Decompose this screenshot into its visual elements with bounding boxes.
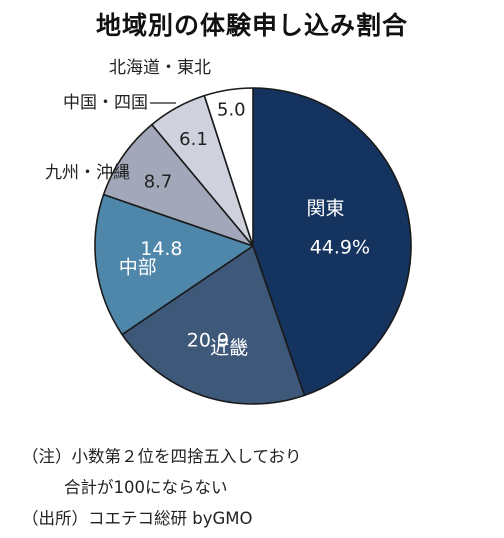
slice-label-3: 九州・沖縄 — [45, 163, 130, 183]
slice-label-1: 近畿 — [210, 337, 248, 359]
chart-title: 地域別の体験申し込み割合 — [95, 11, 408, 40]
footnote-line-2: 合計が100にならない — [64, 478, 228, 497]
pie-slice-5 — [203, 87, 254, 247]
slice-label-2: 中部 — [119, 257, 157, 279]
slice-value-2: 14.8 — [140, 238, 182, 260]
slice-label-0: 関東 — [306, 197, 344, 219]
slice-label-4: 中国・四国 — [63, 93, 148, 113]
slice-value-0: 44.9% — [310, 237, 370, 259]
pie-slice-2 — [94, 193, 254, 336]
pie-slice-3 — [102, 123, 254, 247]
slice-value-4: 6.1 — [179, 129, 208, 150]
slice-value-3: 8.7 — [144, 172, 173, 193]
slice-value-1: 20.9 — [187, 330, 229, 352]
footnote-line-1: （注）小数第２位を四捨五入しており — [22, 447, 302, 466]
pie-slice-1 — [121, 245, 306, 405]
slice-label-5: 北海道・東北 — [109, 58, 211, 78]
slice-value-5: 5.0 — [217, 100, 246, 121]
pie-slice-0 — [252, 87, 412, 397]
source-note: （出所）コエテコ総研 byGMO — [22, 509, 253, 528]
